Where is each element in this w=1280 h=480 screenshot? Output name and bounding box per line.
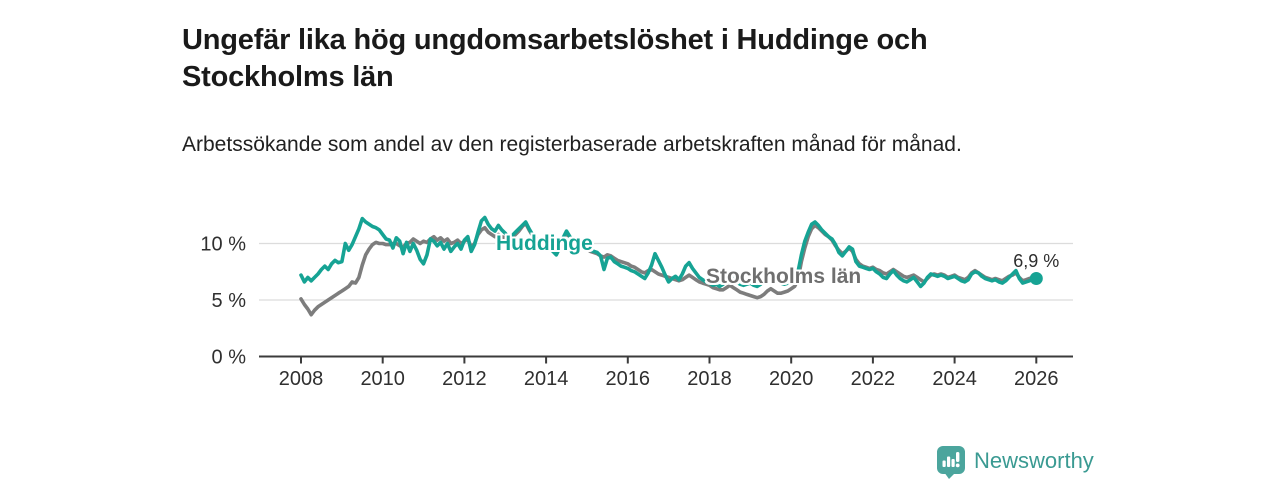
newsworthy-brand: Newsworthy [936,445,1094,479]
chart-subtitle: Arbetssökande som andel av den registerb… [182,133,962,156]
x-tick-label: 2026 [1014,368,1059,390]
y-tick-label: 10 % [200,234,246,256]
x-tick-label: 2010 [360,368,405,390]
newsworthy-logo-text: Newsworthy [974,448,1094,473]
page-title: Ungefär lika hög ungdomsarbetslöshet i H… [182,24,928,93]
end-value-label: 6,9 % [1013,251,1059,271]
x-tick-label: 2020 [769,368,814,390]
newsworthy-logo-icon [937,446,965,479]
x-tick-label: 2012 [442,368,487,390]
huddinge-line [299,215,1039,289]
x-tick-label: 2008 [279,368,324,390]
y-tick-label: 0 % [212,347,247,369]
x-tick-label: 2018 [687,368,732,390]
x-tick-label: 2024 [932,368,977,390]
series-label-stockholms-lan: Stockholms län [706,265,862,288]
x-tick-label: 2022 [851,368,896,390]
stockholms-lan-line [299,221,1039,317]
x-tick-label: 2016 [606,368,651,390]
x-tick-label: 2014 [524,368,569,390]
y-tick-label: 5 % [212,290,247,312]
series-label-huddinge: Huddinge [496,232,593,255]
end-point-dot [1029,272,1043,286]
